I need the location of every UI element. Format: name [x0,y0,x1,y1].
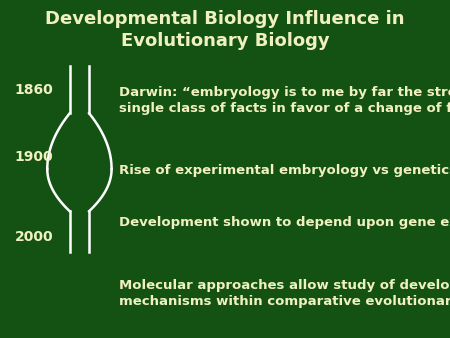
Text: 1900: 1900 [14,150,53,164]
Text: 2000: 2000 [14,230,53,244]
Text: Molecular approaches allow study of developmental
mechanisms within comparative : Molecular approaches allow study of deve… [119,279,450,308]
Text: Rise of experimental embryology vs genetics: Rise of experimental embryology vs genet… [119,164,450,177]
Text: Development shown to depend upon gene expression: Development shown to depend upon gene ex… [119,216,450,229]
Text: 1860: 1860 [14,82,53,97]
Text: Developmental Biology Influence in
Evolutionary Biology: Developmental Biology Influence in Evolu… [45,10,405,50]
Text: Darwin: “embryology is to me by far the strongest
single class of facts in favor: Darwin: “embryology is to me by far the … [119,86,450,115]
